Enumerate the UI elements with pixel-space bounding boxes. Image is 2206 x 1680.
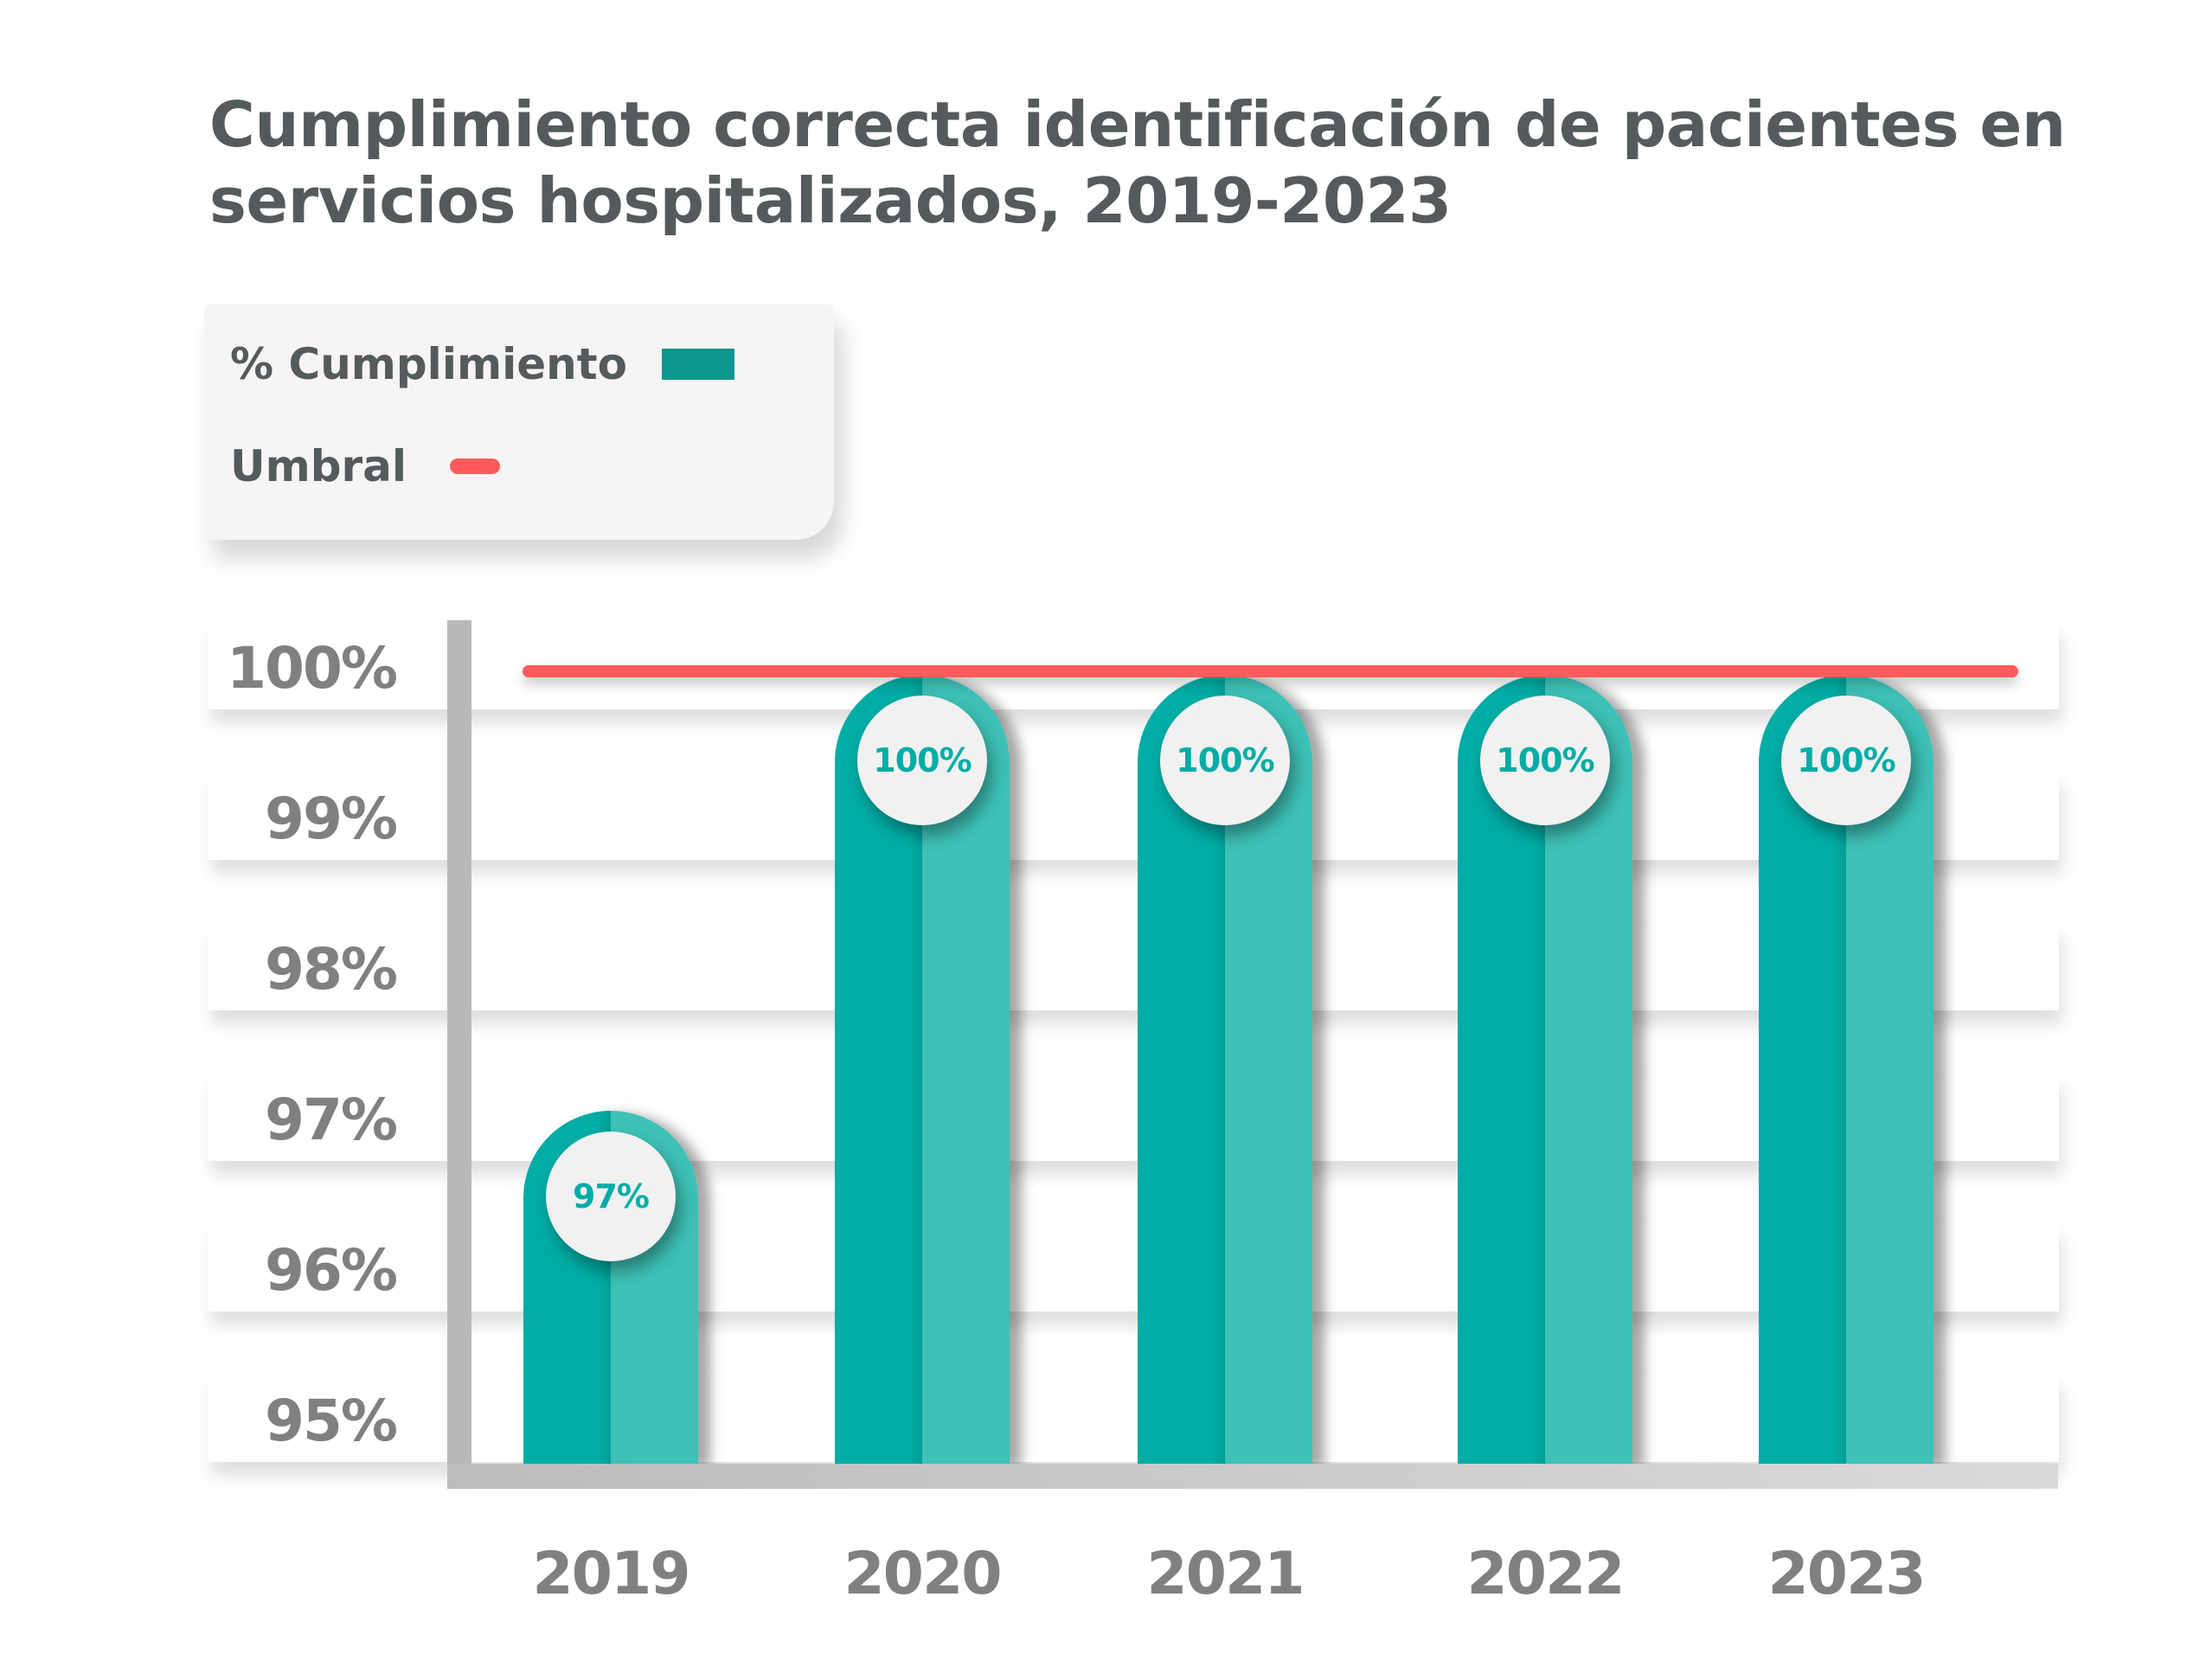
- data-label-2023: 100%: [1781, 696, 1911, 825]
- y-tick-label: 98%: [265, 936, 398, 1003]
- data-label-2022: 100%: [1480, 696, 1610, 825]
- gridline-band: [208, 1374, 2059, 1462]
- chart-title: Cumplimiento correcta identificación de …: [209, 87, 2066, 239]
- gridline-band: [208, 922, 2059, 1010]
- x-tick-label-2020: 2020: [843, 1540, 1002, 1608]
- legend-bar-swatch-icon: [661, 349, 734, 380]
- legend-item-cumplimiento: % Cumplimiento: [230, 339, 734, 389]
- threshold-line: [523, 665, 2018, 677]
- data-label-2021: 100%: [1160, 696, 1290, 825]
- chart-title-line-2: servicios hospitalizados, 2019-2023: [209, 164, 1452, 237]
- legend: % Cumplimiento Umbral: [204, 305, 834, 540]
- data-label-2020: 100%: [857, 696, 987, 825]
- legend-line-swatch-icon: [450, 458, 501, 474]
- chart-title-line-1: Cumplimiento correcta identificación de …: [209, 88, 2066, 161]
- legend-label: Umbral: [230, 441, 407, 491]
- gridline-band: [208, 1073, 2059, 1161]
- x-tick-label-2021: 2021: [1146, 1540, 1305, 1608]
- gridline-band: [208, 772, 2059, 860]
- x-axis-line: [447, 1464, 2058, 1489]
- data-label-2019: 97%: [546, 1132, 676, 1261]
- y-tick-label: 99%: [265, 785, 398, 852]
- x-tick-label-2022: 2022: [1466, 1540, 1625, 1608]
- x-tick-label-2023: 2023: [1767, 1540, 1926, 1608]
- y-tick-label: 95%: [265, 1388, 398, 1454]
- legend-label: % Cumplimiento: [230, 339, 627, 389]
- y-tick-label: 97%: [265, 1087, 398, 1153]
- y-tick-label: 96%: [265, 1237, 398, 1304]
- gridline-band: [208, 1223, 2059, 1311]
- legend-item-umbral: Umbral: [230, 441, 501, 491]
- x-tick-label-2019: 2019: [532, 1540, 690, 1608]
- y-axis-line: [447, 620, 471, 1489]
- y-tick-label: 100%: [227, 635, 398, 702]
